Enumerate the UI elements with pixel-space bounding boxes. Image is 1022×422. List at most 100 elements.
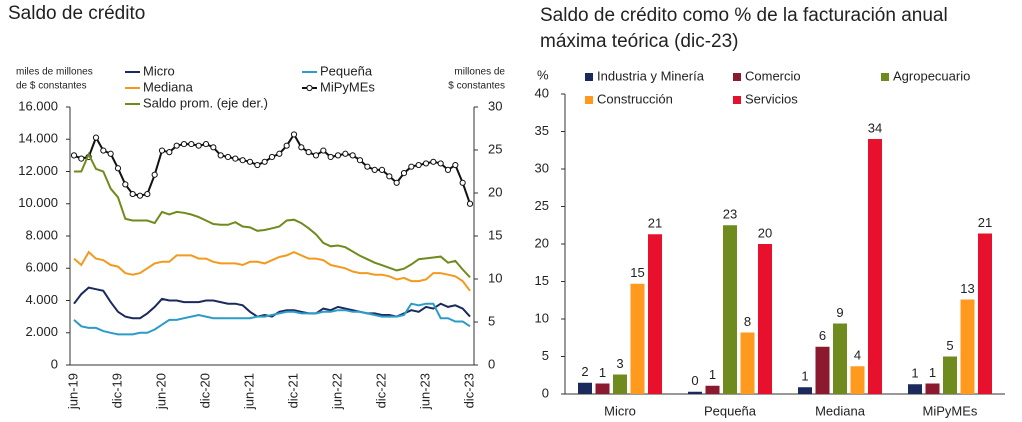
x-tick-label: jun-20 [153, 373, 168, 410]
legend-label: Pequeña [320, 63, 373, 78]
point [195, 142, 202, 149]
value-label: 2 [581, 364, 588, 379]
value-label: 0 [691, 373, 698, 388]
bar [925, 383, 940, 394]
series-line [74, 151, 471, 278]
series-line [73, 302, 471, 336]
y-tick-label: 10.000 [18, 195, 58, 210]
chart-title: máxima teórica (dic-23) [540, 31, 739, 52]
point [437, 160, 444, 167]
y-axis-label: % [537, 67, 549, 82]
legend-label: Micro [143, 63, 175, 78]
bar [850, 366, 865, 394]
point [158, 147, 166, 154]
point [334, 152, 342, 159]
point [356, 157, 364, 164]
x-tick-label: dic-22 [373, 373, 388, 408]
point [386, 173, 393, 180]
point [422, 160, 430, 167]
point [239, 157, 246, 164]
y-tick-label: 12.000 [18, 163, 58, 178]
legend-label: Servicios [745, 91, 798, 106]
bar [740, 332, 755, 394]
y-tick-label: 0 [542, 385, 549, 400]
legend-swatch [733, 96, 741, 104]
x-tick-label: jun-23 [417, 373, 432, 410]
point [430, 158, 437, 165]
value-label: 20 [758, 225, 772, 240]
bar [705, 385, 720, 394]
value-label: 34 [868, 120, 882, 135]
x-tick-label: Mediana [815, 403, 866, 418]
value-label: 3 [616, 356, 623, 371]
point [466, 200, 474, 207]
point [268, 153, 276, 161]
point [312, 152, 320, 159]
y2-tick-label: 5 [488, 313, 495, 328]
bar [868, 139, 882, 394]
point [210, 144, 217, 151]
y-tick-label: 2.000 [25, 324, 58, 339]
point [180, 140, 188, 148]
point [254, 161, 261, 169]
point [136, 192, 144, 199]
y-tick-label: 0 [51, 356, 58, 371]
legend-label: Industria y Minería [597, 68, 705, 83]
y-axis-label: miles de millones [16, 67, 93, 78]
value-label: 1 [929, 365, 936, 380]
value-label: 4 [854, 348, 861, 363]
legend-swatch [881, 73, 889, 81]
point [151, 171, 158, 178]
legend-label: Agropecuario [893, 68, 970, 83]
x-tick-label: dic-20 [197, 373, 212, 408]
x-tick-label: dic-23 [461, 373, 476, 408]
value-label: 1 [801, 369, 808, 384]
legend-swatch [585, 96, 593, 104]
value-label: 1 [599, 365, 606, 380]
point [232, 155, 239, 162]
bar [960, 299, 975, 394]
x-tick-label: jun-22 [329, 373, 344, 410]
point [408, 163, 415, 170]
chart-title: Saldo de crédito [8, 3, 145, 24]
point [305, 149, 312, 156]
bar [833, 323, 847, 394]
y-tick-label: 8.000 [25, 227, 58, 242]
value-label: 6 [819, 328, 826, 343]
point [114, 165, 122, 172]
point [444, 166, 452, 173]
y-tick-label: 4.000 [25, 292, 58, 307]
y2-tick-label: 30 [488, 98, 502, 113]
y2-tick-label: 0 [488, 356, 495, 371]
bar [758, 244, 772, 394]
bar [613, 374, 627, 394]
legend-marker [306, 84, 313, 92]
y-axis-label: de $ constantes [16, 81, 87, 92]
point [415, 161, 422, 169]
x-tick-label: Micro [604, 403, 636, 418]
legend-label: MiPyMEs [320, 79, 375, 94]
value-label: 15 [630, 265, 644, 280]
point [393, 179, 400, 186]
point [70, 152, 78, 159]
bar [815, 346, 830, 394]
value-label: 8 [744, 314, 751, 329]
y2-axis-label: $ constantes [448, 81, 505, 92]
value-label: 9 [836, 305, 843, 320]
y-tick-label: 14.000 [18, 131, 58, 146]
point [217, 152, 224, 159]
point [122, 181, 129, 188]
value-label: 21 [978, 215, 992, 230]
y-tick-label: 40 [535, 85, 549, 100]
y-tick-label: 16.000 [18, 98, 58, 113]
point [320, 147, 327, 154]
bar [723, 225, 737, 394]
point [452, 161, 459, 169]
bar [943, 356, 957, 394]
value-label: 5 [946, 338, 953, 353]
y-tick-label: 35 [535, 123, 549, 138]
y-tick-label: 6.000 [25, 260, 58, 275]
point [166, 149, 173, 156]
y2-tick-label: 15 [488, 227, 502, 242]
